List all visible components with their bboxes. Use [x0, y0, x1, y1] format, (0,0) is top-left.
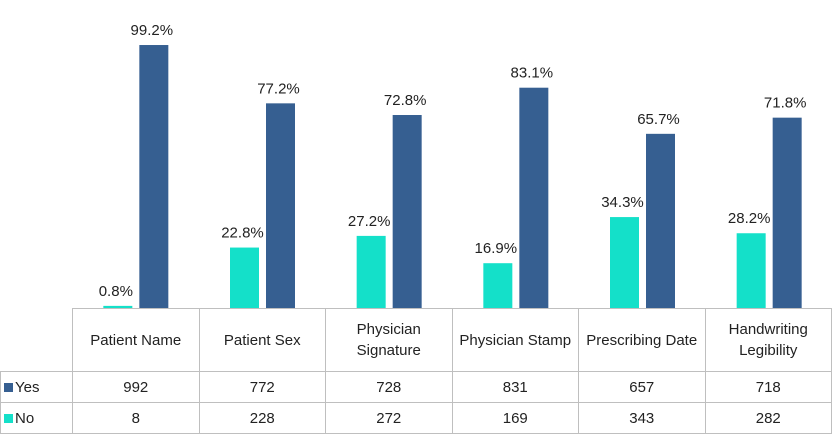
bar [356, 235, 386, 308]
bar [103, 305, 133, 308]
count-cell: 282 [704, 402, 832, 434]
category-label: Prescribing Date [578, 308, 706, 372]
count-cell: 169 [451, 402, 579, 434]
bar [610, 217, 639, 308]
legend-label: No [15, 409, 35, 427]
data-label: 65.7% [637, 111, 680, 128]
data-label: 16.9% [475, 240, 518, 257]
legend-swatch [4, 413, 13, 423]
header-row: Patient Name Patient Sex Physician Signatu… [0, 308, 832, 372]
bar [139, 45, 169, 308]
data-table: Patient Name Patient Sex Physician Signatu… [0, 308, 832, 434]
bar [736, 233, 766, 308]
bar [519, 87, 549, 308]
count-cell: 831 [451, 371, 579, 403]
category-label: Physician Signature [325, 308, 453, 372]
count-cell: 343 [578, 402, 706, 434]
series-row: No 8 228 272 169 343 282 [0, 402, 832, 434]
plot-area: 99.2% 77.2% 72.8% 83.1% 65.7% 71.8% 0.8% 22.8% 2… [99, 22, 807, 308]
category-label: Patient Sex [198, 308, 326, 372]
count-cell: 992 [72, 371, 200, 403]
bar [392, 115, 422, 308]
data-label: 99.2% [131, 22, 174, 39]
count-cell: 657 [578, 371, 706, 403]
data-label: 71.8% [764, 95, 807, 112]
count-cell: 772 [198, 371, 326, 403]
data-label: 83.1% [511, 65, 554, 82]
category-label: Handwriting Legibility [704, 308, 832, 372]
data-label: 27.2% [348, 213, 391, 230]
data-label: 28.2% [728, 210, 771, 227]
count-cell: 228 [198, 402, 326, 434]
data-label: 0.8% [99, 283, 133, 300]
count-cell: 272 [325, 402, 453, 434]
data-label: 22.8% [221, 225, 264, 242]
legend-entry: No [0, 402, 73, 434]
legend-label: Yes [15, 378, 40, 396]
legend-entry: Yes [0, 371, 73, 403]
category-label: Patient Name [72, 308, 200, 372]
series-row: Yes 992 772 728 831 657 718 [0, 371, 832, 403]
bar [646, 133, 675, 308]
data-label: 34.3% [601, 194, 644, 211]
count-cell: 728 [325, 371, 453, 403]
bar [230, 247, 259, 308]
count-cell: 8 [72, 402, 200, 434]
data-label: 77.2% [257, 80, 300, 97]
bar [266, 103, 295, 308]
data-label: 72.8% [384, 92, 427, 109]
bar [772, 117, 802, 308]
legend-swatch [4, 382, 13, 392]
blank-cell [0, 308, 73, 372]
bar [483, 263, 513, 308]
category-label: Physician Stamp [451, 308, 579, 372]
count-cell: 718 [704, 371, 832, 403]
